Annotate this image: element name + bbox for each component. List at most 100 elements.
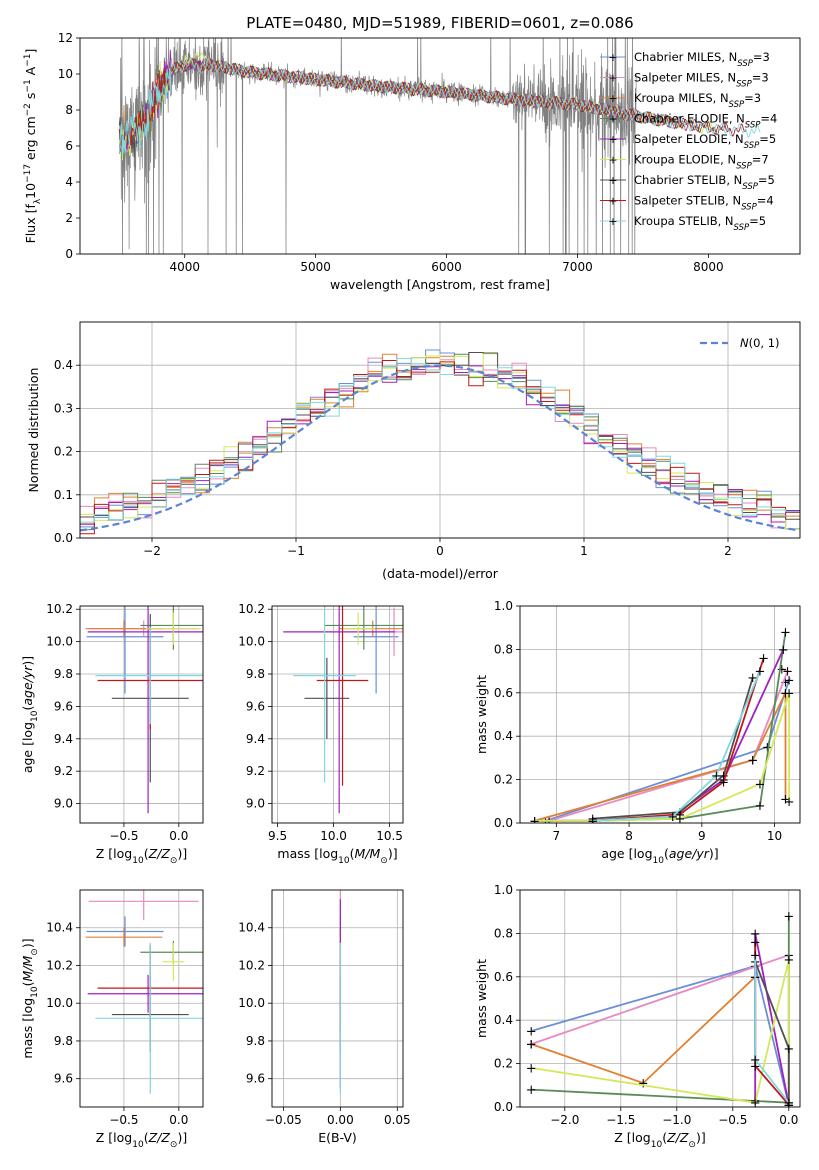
sfh-line-kroupa-miles xyxy=(534,692,787,822)
sfh-line-kroupa-stelib xyxy=(754,955,790,1104)
y-tick-label: 0.0 xyxy=(494,816,513,830)
sfh-marker: + xyxy=(747,754,758,769)
sfh-marker: + xyxy=(587,812,598,827)
sfh-marker: + xyxy=(782,665,793,680)
spectrum-legend: + Chabrier MILES, NSSP=3 + Salpeter MILES, … xyxy=(600,50,777,233)
legend-label: N(0, 1) xyxy=(740,336,780,350)
y-tick-label: 10.2 xyxy=(238,602,265,616)
x-tick-label: 1 xyxy=(580,544,588,558)
sfh-marker: + xyxy=(780,675,791,690)
y-tick-label: 10.4 xyxy=(238,921,265,935)
errorbar-point xyxy=(324,606,403,650)
x-tick-label: 4000 xyxy=(169,260,200,274)
errorbar-point xyxy=(353,606,399,694)
mass-EBV-xlabel: E(B-V) xyxy=(318,1130,357,1145)
sfh-marker: + xyxy=(750,927,761,942)
x-tick-label: 7000 xyxy=(562,260,593,274)
sfh-marker: + xyxy=(526,1061,537,1076)
x-tick-label: 7 xyxy=(553,829,561,843)
y-tick-label: 0.0 xyxy=(54,531,73,545)
mass-Z-frame xyxy=(79,889,204,1108)
sfh-marker: + xyxy=(755,777,766,792)
sfh-marker: + xyxy=(638,1077,649,1092)
sfh-marker: + xyxy=(762,741,773,756)
sfh-marker: + xyxy=(784,795,795,810)
sfh-marker: + xyxy=(667,810,678,825)
sfh-marker: + xyxy=(778,643,789,658)
mass-Z-ylabel: mass [log10(M/M⊙)] xyxy=(20,938,40,1058)
sfh-marker: + xyxy=(529,814,540,829)
sfh-line-salpeter-elodie xyxy=(534,649,785,822)
mass-EBV-grid xyxy=(272,890,403,1107)
x-tick-label: 0.00 xyxy=(327,1113,354,1127)
spectrum-title: PLATE=0480, MJD=51989, FIBERID=0601, z=0… xyxy=(246,14,633,32)
legend-marker: + xyxy=(608,72,617,85)
sfh-line-chabrier-miles xyxy=(530,964,790,1106)
sfh-age-frame xyxy=(519,605,801,824)
y-tick-label: 9.4 xyxy=(246,732,265,746)
legend-marker: + xyxy=(608,174,617,187)
x-tick-label: 9 xyxy=(698,829,706,843)
spectrum-xlabel: wavelength [Angstrom, rest frame] xyxy=(330,277,550,292)
sfh-marker: + xyxy=(784,673,795,688)
gaussian-curve xyxy=(80,364,798,532)
y-tick-label: 9.8 xyxy=(54,1034,73,1048)
sfh-marker: + xyxy=(750,936,761,951)
y-tick-label: 9.6 xyxy=(246,699,265,713)
y-tick-label: 9.6 xyxy=(54,699,73,713)
y-tick-label: 10.0 xyxy=(46,996,73,1010)
y-tick-label: 10.0 xyxy=(46,635,73,649)
x-tick-label: 8000 xyxy=(693,260,724,274)
errorbar-point xyxy=(95,942,203,1094)
x-tick-label: 0.0 xyxy=(779,1113,798,1127)
errorbar-point xyxy=(86,916,164,947)
mass-Z-xlabel: Z [log10(Z/Z⊙)] xyxy=(96,1130,187,1150)
y-tick-label: 9.8 xyxy=(246,667,265,681)
mass-Z-axes: −0.5 0.0 9.6 9.8 10.0 10.2 10.4 xyxy=(46,890,203,1127)
sfh-marker: + xyxy=(529,814,540,829)
y-tick-label: 0.2 xyxy=(54,445,73,459)
age-mass-plot-area xyxy=(283,606,403,814)
x-tick-label: −0.5 xyxy=(109,1113,138,1127)
legend-marker: + xyxy=(608,133,617,146)
residuals-xlabel: (data-model)/error xyxy=(382,566,499,581)
legend-marker: + xyxy=(608,113,617,126)
sfh-marker: + xyxy=(675,812,686,827)
legend-label: Chabrier STELIB, NSSP=5 xyxy=(634,173,775,192)
residuals-plot-area xyxy=(80,349,800,535)
y-tick-label: 9.6 xyxy=(54,1072,73,1086)
y-tick-label: 12 xyxy=(58,31,73,45)
legend-marker: + xyxy=(608,154,617,167)
sfh-marker: + xyxy=(526,1038,537,1053)
errorbar-point xyxy=(304,657,350,739)
sfh-marker: + xyxy=(718,775,729,790)
x-tick-label: 0 xyxy=(436,544,444,558)
legend-marker: + xyxy=(608,195,617,208)
x-tick-label: 9.5 xyxy=(268,829,287,843)
sfh-marker: + xyxy=(587,814,598,829)
y-tick-label: 1.0 xyxy=(494,883,513,897)
sfh-line-salpeter-miles xyxy=(548,668,789,822)
age-mass-axes: 9.5 10.0 10.5 9.0 9.2 9.4 9.6 9.8 10.0 10.2 xyxy=(238,602,403,843)
x-tick-label: −0.05 xyxy=(265,1113,302,1127)
residuals-legend: N(0, 1) xyxy=(700,336,780,350)
x-tick-label: 0.0 xyxy=(169,829,188,843)
x-tick-label: 10.5 xyxy=(376,829,403,843)
errorbar-point xyxy=(85,927,163,947)
model-spectrum-salpeter-stelib xyxy=(118,58,747,149)
mass-Z-plot-area xyxy=(85,890,203,1094)
errorbar-point xyxy=(87,974,203,1013)
sfh-marker: + xyxy=(783,953,794,968)
sfh-line-kroupa-stelib xyxy=(592,670,761,822)
age-Z-xlabel: Z [log10(Z/Z⊙)] xyxy=(96,846,187,866)
sfh-Z-grid xyxy=(520,889,800,1108)
sfh-Z-ylabel: mass weight xyxy=(474,959,489,1038)
hist-kroupa-stelib xyxy=(80,357,800,534)
sfh-marker: + xyxy=(587,814,598,829)
legend-label: Chabrier MILES, NSSP=3 xyxy=(634,50,770,69)
sfh-marker: + xyxy=(783,1096,794,1111)
sfh-line-salpeter-stelib xyxy=(592,657,765,822)
legend-marker: + xyxy=(608,51,617,64)
errorbar-point xyxy=(95,627,203,725)
